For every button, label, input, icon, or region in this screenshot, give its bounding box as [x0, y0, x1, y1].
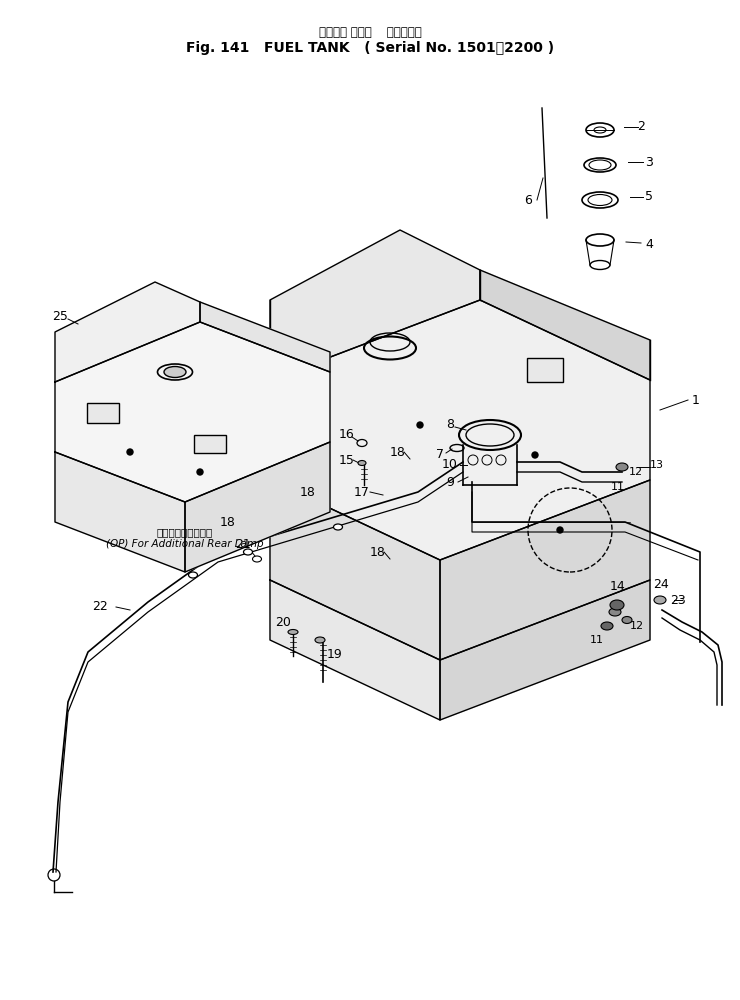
Ellipse shape: [358, 460, 366, 466]
Polygon shape: [200, 302, 330, 372]
Text: 5: 5: [645, 190, 653, 204]
Ellipse shape: [164, 366, 186, 377]
Text: (OP) For Additional Rear Lamp: (OP) For Additional Rear Lamp: [106, 539, 264, 549]
Text: 15: 15: [339, 454, 355, 466]
Circle shape: [127, 449, 133, 455]
Text: 21: 21: [235, 538, 251, 552]
Circle shape: [417, 422, 423, 428]
Ellipse shape: [654, 596, 666, 604]
Text: 18: 18: [300, 486, 316, 498]
Polygon shape: [55, 322, 330, 502]
Polygon shape: [185, 442, 330, 572]
Text: 25: 25: [52, 310, 68, 324]
Ellipse shape: [243, 549, 252, 555]
Text: 20: 20: [275, 615, 291, 629]
Polygon shape: [270, 300, 650, 560]
Ellipse shape: [315, 637, 325, 643]
Text: 12: 12: [629, 467, 643, 477]
Circle shape: [197, 469, 203, 475]
Text: 17: 17: [354, 486, 370, 498]
Text: 11: 11: [611, 482, 625, 492]
Circle shape: [532, 452, 538, 458]
FancyBboxPatch shape: [194, 435, 226, 453]
Text: 6: 6: [524, 194, 532, 207]
Text: 18: 18: [220, 516, 236, 528]
Polygon shape: [270, 580, 440, 720]
Circle shape: [557, 527, 563, 533]
Text: 14: 14: [610, 580, 626, 593]
Text: 9: 9: [446, 476, 454, 488]
Text: 2: 2: [637, 120, 645, 133]
Text: 13: 13: [650, 460, 664, 470]
FancyBboxPatch shape: [87, 403, 119, 423]
Text: Fig. 141   FUEL TANK   ( Serial No. 1501～2200 ): Fig. 141 FUEL TANK ( Serial No. 1501～220…: [186, 41, 554, 55]
Ellipse shape: [334, 524, 343, 530]
Ellipse shape: [252, 556, 261, 562]
Text: 22: 22: [92, 600, 108, 613]
Polygon shape: [270, 230, 480, 380]
Polygon shape: [440, 580, 650, 720]
Ellipse shape: [610, 600, 624, 610]
Polygon shape: [480, 270, 650, 380]
Text: 10: 10: [442, 458, 458, 472]
Text: 23: 23: [670, 593, 686, 606]
Text: 3: 3: [645, 155, 653, 168]
Text: 18: 18: [390, 446, 406, 458]
Ellipse shape: [609, 608, 621, 616]
Polygon shape: [55, 282, 200, 382]
Text: 12: 12: [630, 621, 644, 631]
FancyBboxPatch shape: [527, 358, 563, 382]
Text: 増設リヤーランプ用: 増設リヤーランプ用: [157, 527, 213, 537]
Polygon shape: [270, 480, 440, 660]
Ellipse shape: [288, 630, 298, 635]
Ellipse shape: [616, 463, 628, 471]
Ellipse shape: [622, 616, 632, 624]
Text: フェエル タンク    （適用号機: フェエル タンク （適用号機: [319, 25, 421, 38]
Text: 4: 4: [645, 238, 653, 251]
Text: 11: 11: [590, 635, 604, 645]
Text: 7: 7: [436, 448, 444, 462]
Text: 24: 24: [653, 578, 669, 590]
Polygon shape: [440, 480, 650, 660]
Text: 18: 18: [370, 546, 386, 558]
Text: 16: 16: [339, 428, 355, 442]
Ellipse shape: [189, 572, 198, 578]
Ellipse shape: [601, 622, 613, 630]
Polygon shape: [55, 452, 185, 572]
Text: 1: 1: [692, 393, 700, 406]
Text: 19: 19: [327, 648, 343, 662]
Text: 8: 8: [446, 418, 454, 432]
